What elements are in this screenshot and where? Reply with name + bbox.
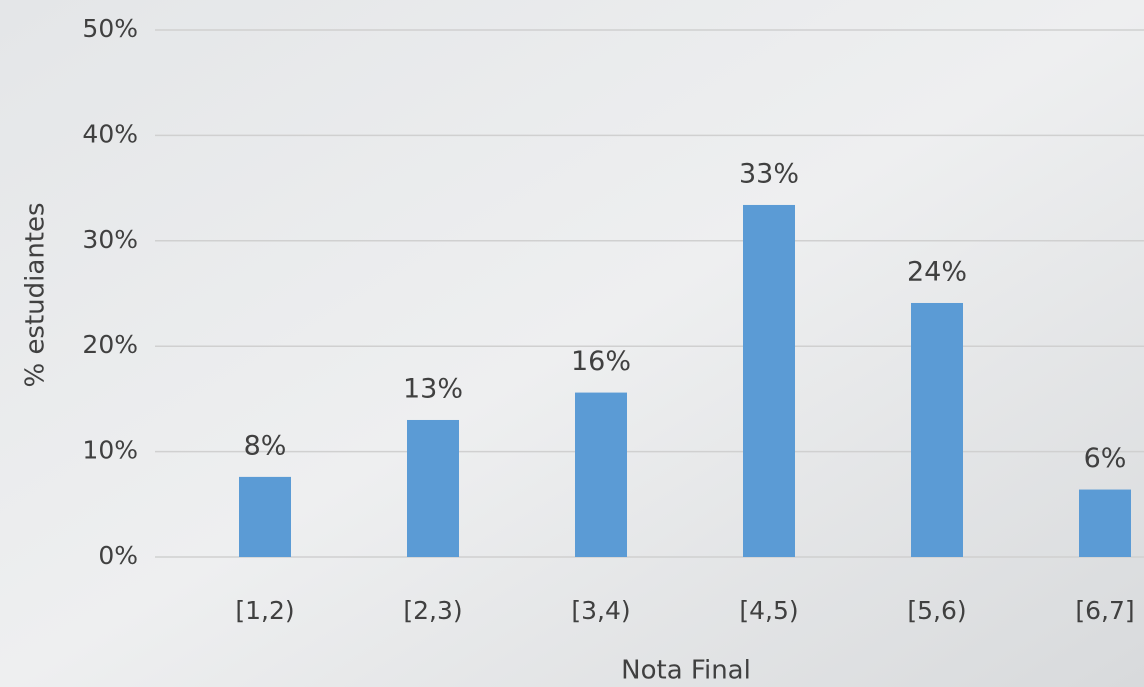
bar (239, 476, 291, 557)
y-tick-label: 0% (98, 541, 138, 570)
y-axis-title: % estudiantes (21, 202, 51, 387)
value-label: 33% (739, 158, 799, 189)
bar (1079, 489, 1131, 557)
y-tick-label: 40% (82, 119, 138, 148)
value-label: 24% (907, 256, 967, 287)
y-tick-label: 10% (82, 436, 138, 465)
x-tick-label: [6,7] (1075, 596, 1134, 625)
bar (575, 392, 627, 557)
bar (743, 204, 795, 558)
y-tick-label: 20% (82, 330, 138, 359)
x-tick-label: [4,5) (739, 596, 798, 625)
y-tick-label: 30% (82, 225, 138, 254)
value-label: 13% (403, 373, 463, 404)
x-axis-title: Nota Final (621, 656, 751, 686)
bar (911, 302, 963, 557)
value-label: 16% (571, 346, 631, 377)
x-tick-label: [1,2) (235, 596, 294, 625)
y-tick-label: 50% (82, 14, 138, 43)
value-label: 6% (1084, 443, 1127, 474)
x-tick-label: [2,3) (403, 596, 462, 625)
x-tick-label: [3,4) (571, 596, 630, 625)
x-tick-label: [5,6) (907, 596, 966, 625)
bar (407, 419, 459, 557)
value-label: 8% (244, 430, 287, 461)
